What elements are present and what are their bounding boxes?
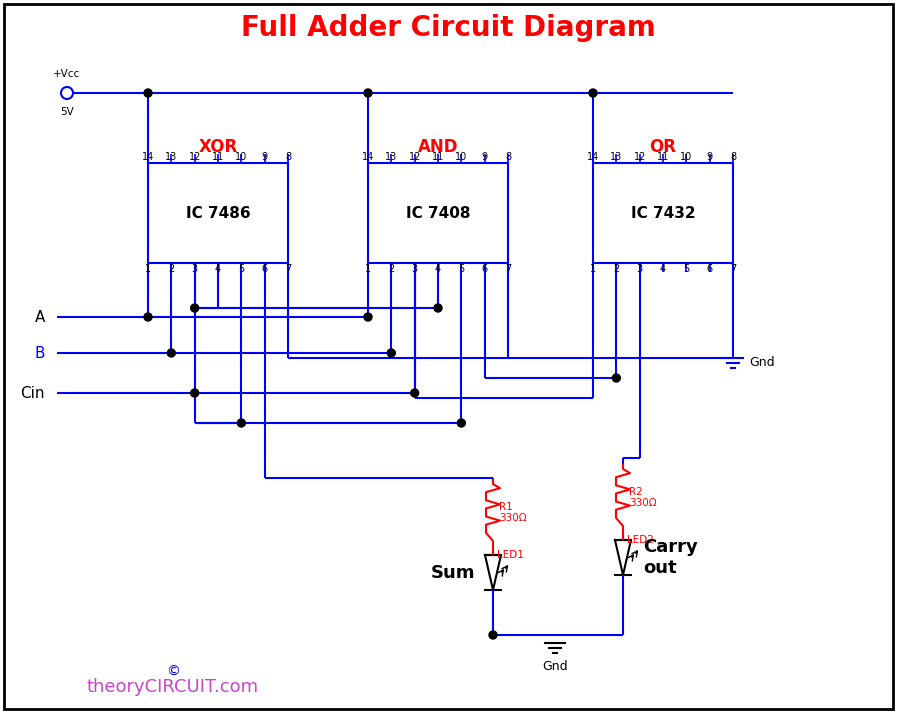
Circle shape <box>589 89 597 97</box>
Circle shape <box>411 389 419 397</box>
Text: 4: 4 <box>435 264 441 274</box>
Text: 13: 13 <box>385 152 397 162</box>
Text: Gnd: Gnd <box>749 356 775 369</box>
Text: 8: 8 <box>285 152 291 162</box>
Text: 8: 8 <box>730 152 736 162</box>
Text: AND: AND <box>418 138 458 156</box>
Text: 5: 5 <box>684 264 690 274</box>
Text: LED2: LED2 <box>627 535 654 545</box>
Text: 6: 6 <box>482 264 488 274</box>
Circle shape <box>191 389 198 397</box>
Text: OR: OR <box>649 138 676 156</box>
Circle shape <box>613 374 621 382</box>
Text: 14: 14 <box>142 152 154 162</box>
Text: 10: 10 <box>235 152 248 162</box>
Text: 11: 11 <box>212 152 224 162</box>
Circle shape <box>388 349 396 357</box>
Text: XOR: XOR <box>198 138 238 156</box>
Bar <box>148 163 288 263</box>
Text: 14: 14 <box>361 152 374 162</box>
Text: 2: 2 <box>169 264 174 274</box>
Text: Sum: Sum <box>431 563 475 582</box>
Text: B: B <box>34 346 45 361</box>
Text: 4: 4 <box>215 264 221 274</box>
Circle shape <box>61 87 73 99</box>
Text: 2: 2 <box>388 264 395 274</box>
Text: 5: 5 <box>239 264 245 274</box>
Circle shape <box>457 419 466 427</box>
Circle shape <box>191 304 198 312</box>
Text: theoryCIRCUIT.com: theoryCIRCUIT.com <box>87 678 259 696</box>
Text: 7: 7 <box>505 264 511 274</box>
Circle shape <box>434 304 442 312</box>
Text: Gnd: Gnd <box>542 660 568 673</box>
Text: 13: 13 <box>610 152 623 162</box>
Text: 3: 3 <box>637 264 643 274</box>
Text: 12: 12 <box>408 152 421 162</box>
Text: 1: 1 <box>365 264 371 274</box>
Text: 10: 10 <box>680 152 692 162</box>
Text: IC 7432: IC 7432 <box>631 205 695 220</box>
Bar <box>368 163 508 263</box>
Bar <box>593 163 733 263</box>
Text: A: A <box>35 309 45 324</box>
Text: R1
330Ω: R1 330Ω <box>499 502 527 523</box>
Circle shape <box>238 419 246 427</box>
Text: R2
330Ω: R2 330Ω <box>629 487 657 508</box>
Text: IC 7486: IC 7486 <box>186 205 250 220</box>
Text: 12: 12 <box>188 152 201 162</box>
Text: 8: 8 <box>505 152 511 162</box>
Circle shape <box>364 89 372 97</box>
Circle shape <box>168 349 175 357</box>
Text: 9: 9 <box>707 152 713 162</box>
Text: 2: 2 <box>614 264 620 274</box>
Text: 11: 11 <box>431 152 444 162</box>
Text: 3: 3 <box>192 264 197 274</box>
Text: +Vcc: +Vcc <box>54 69 81 79</box>
Text: 11: 11 <box>657 152 669 162</box>
Text: 13: 13 <box>165 152 178 162</box>
Text: Carry
out: Carry out <box>643 538 698 577</box>
Text: 4: 4 <box>660 264 666 274</box>
Text: 1: 1 <box>590 264 597 274</box>
Text: 5V: 5V <box>60 107 74 117</box>
Text: Full Adder Circuit Diagram: Full Adder Circuit Diagram <box>240 14 656 42</box>
Text: 12: 12 <box>633 152 646 162</box>
Text: Cin: Cin <box>21 386 45 401</box>
Text: ©: © <box>166 665 180 679</box>
Text: 6: 6 <box>262 264 267 274</box>
Circle shape <box>489 631 497 639</box>
Text: 6: 6 <box>707 264 713 274</box>
Text: 9: 9 <box>262 152 267 162</box>
Text: 5: 5 <box>458 264 465 274</box>
Circle shape <box>364 313 372 321</box>
Text: 9: 9 <box>482 152 488 162</box>
Text: LED1: LED1 <box>497 550 524 560</box>
Text: 7: 7 <box>730 264 736 274</box>
Text: 14: 14 <box>587 152 599 162</box>
Text: 10: 10 <box>455 152 467 162</box>
Text: IC 7408: IC 7408 <box>405 205 470 220</box>
Circle shape <box>144 313 152 321</box>
Circle shape <box>144 89 152 97</box>
Text: 7: 7 <box>285 264 292 274</box>
Text: 1: 1 <box>145 264 151 274</box>
Text: 3: 3 <box>412 264 418 274</box>
